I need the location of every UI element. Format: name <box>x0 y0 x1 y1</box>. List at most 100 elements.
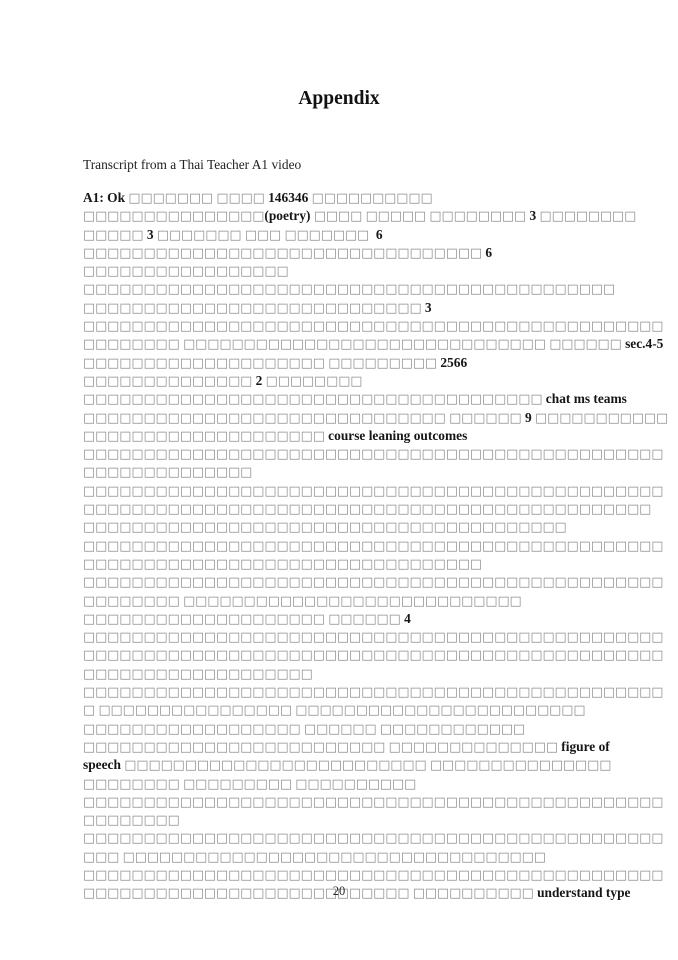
latin-text-run: 146346 <box>264 190 312 205</box>
missing-glyph-run: □□□□□□□□□□□□□□□□□□□□ <box>83 611 325 627</box>
missing-glyph-run: □□□□□□□□□□□□□□ <box>83 373 253 389</box>
page-title: Appendix <box>298 88 380 109</box>
latin-text-run: understand type <box>533 885 631 901</box>
transcript-line: □□□□□□□□□□□□□□□□□□□□□□□□□□□□□□□□□□□□□□□□… <box>83 482 663 500</box>
missing-glyph-run: □□□□□□□□□□□□□□ <box>388 739 558 755</box>
transcript-line: □□□□□□□□□□□□□□□□□□□□□□□□□□□ □□□□□□□□□□ u… <box>83 884 630 902</box>
missing-glyph-run: □□□□□□□□□□□□□□□□□□□□□□□□□□□ <box>83 886 410 902</box>
missing-glyph-run: □□□□□□□□ <box>265 373 363 389</box>
missing-glyph-run: □□□□□□□ <box>128 191 214 206</box>
transcript-line: □□□□□□□□□□□□□□□□□□□□□□□□□□□□□□□□□□□□□□□□… <box>83 317 663 335</box>
transcript-line: □□□□□□□□□□□□□□□□□□□□□□□□□□□□ 3 <box>83 299 603 317</box>
missing-glyph-run: □□□□□□□□□□□□□□□□□□□□□□□□□□□□□□□□□□□□□□□□… <box>83 630 664 646</box>
missing-glyph-run: □□□□□□□□ <box>83 337 180 353</box>
transcript-line: □□□□□□□□□□□□□□□□□□□□ course leaning outc… <box>83 427 603 445</box>
missing-glyph-run: □□□□□□□□□□□□□□□□□□□□□□□□□□□□□□□□□□□□□□□□… <box>83 319 664 335</box>
missing-glyph-run: □□□□□□□□□□□□□□□□□□□□ <box>83 428 325 444</box>
latin-text-run: A1: Ok <box>83 190 129 205</box>
transcript-line: □□□□□□□□□□□□□□□□□□□□□□□□□□□□□□□□□ 6 <box>83 244 603 262</box>
missing-glyph-run: □□□□□□□□□□ <box>295 776 417 792</box>
missing-glyph-run: □□□□□□□□□□□□□□□□□□□□□□□□□□□□□□□□□□□ <box>122 849 546 865</box>
transcript-line: □□□□□□□□□□□□□□□□□□ □□□□□□ □□□□□□□□□□□□ <box>83 720 603 738</box>
transcript-line: □□□□□□□□□□□□□□□□□□□□□□□□□□□□□□□□□□□□□□□□… <box>83 573 663 591</box>
transcript-line: □□□□□□□□□□□□□□□□□□□□□□□□□□□□□□□□□□□□□□□□… <box>83 866 663 884</box>
missing-glyph-run: □□□□□□□□ <box>539 209 637 225</box>
latin-text-run: course leaning outcomes <box>324 427 468 443</box>
transcript-line: □□□ □□□□□□□□□□□□□□□□□□□□□□□□□□□□□□□□□□□ <box>83 848 603 866</box>
missing-glyph-run: □□□ <box>83 849 120 865</box>
missing-glyph-run: □□□□□□□□□ <box>328 355 438 371</box>
latin-text-run: sec.4-5 <box>621 336 664 352</box>
missing-glyph-run: □□□□ <box>216 191 265 206</box>
latin-text-run: 3 <box>143 226 157 242</box>
page-number: 20 <box>332 884 346 898</box>
transcript-line: □□□□□□□□□□□□□□□□□□□□□□□□□□□□□□□□□□□□□□□□… <box>83 500 651 518</box>
transcript-paragraph: A1: Ok □□□□□□□ □□□□ 146346 □□□□□□□□□□ □□□… <box>83 189 668 903</box>
missing-glyph-run: □ <box>83 703 96 719</box>
missing-glyph-run: □□□□□□□□□□□ <box>535 410 669 426</box>
missing-glyph-run: □□□□□□ <box>328 611 401 627</box>
latin-text-run: 2566 <box>437 354 468 370</box>
missing-glyph-run: □□□□□□□□□□□□□□□□□□□□□□□□□□□□□□□□□□□□□□□□… <box>83 538 664 554</box>
transcript-line: □□□□□□□□□□□□□□□□□□□□□□□□□□□□□□□□□□□□□□□□… <box>83 445 663 463</box>
missing-glyph-run: □□□□□□□□□□□□□□□□□□□□□□□□□□□□□□□□□□□□□□□□… <box>83 483 664 499</box>
missing-glyph-run: □□□□□□□□□□□□□□□□□□□□□□□□□□□□□□□□□□□□□□ <box>83 392 543 408</box>
missing-glyph-run: □□□□□□□□□□□□□□□□□□□□□□□□□□□□□□ <box>183 337 546 353</box>
transcript-line: □□□□□□□□□□□□□□□□□□□□□□□□□□□□□□□□□□□□□□□□… <box>83 280 615 298</box>
missing-glyph-run: □□□□□□□□□□ <box>412 886 534 902</box>
missing-glyph-run: □□□□□□□□□□□□□□□□□□□□□□□□□□□□□□□□□□□□□□□□… <box>83 831 664 847</box>
transcript-line: □□□□□□□□□□□□□□□□□□□□ □□□□□□□□□ 2566 <box>83 354 603 372</box>
latin-text-run: speech <box>83 757 125 773</box>
transcript-line: □□□□□□□□□□□□□□□□□ <box>83 262 603 280</box>
missing-glyph-run: □□□□□□□□□□□□□□□□□□□□□□□□□□□□□□ <box>83 410 446 426</box>
missing-glyph-run: □□□□□□□□□□□□□□□□□□□□□□□□□□□□□□□□□□□□□□□□… <box>83 502 652 518</box>
transcript-line: □□□□□□□□□□□□□□□□□□□□ □□□□□□ 4 <box>83 610 603 628</box>
transcript-line: speech □□□□□□□□□□□□□□□□□□□□□□□□□ □□□□□□□… <box>83 756 611 774</box>
transcript-line: □□□□□□□□□□□□□□□□□□□□□□□□□□□□□□□□□□□□□□□□… <box>83 683 663 701</box>
missing-glyph-run: □□□□□□□□□□□□□□□ <box>83 209 265 225</box>
missing-glyph-run: □□□□□□□□□□□□□□□□□□□□□□□□□□□□ <box>183 593 522 609</box>
missing-glyph-run: □□□□□□ <box>304 721 377 737</box>
transcript-line: □□□□□□□□ □□□□□□□□□□□□□□□□□□□□□□□□□□□□□□ … <box>83 335 663 353</box>
missing-glyph-run: □□□□□□□□□□□□□□□□□□□□□□□□□□□□□□□□□□□□□□□□… <box>83 685 664 701</box>
transcript-line: □□□□□□□□ □□□□□□□□□ □□□□□□□□□□ <box>83 775 603 793</box>
missing-glyph-run: □□□□□□□□ <box>83 776 180 792</box>
missing-glyph-run: □□□□□□□□□□□□□□□□□□□□□□□□□□□□□□□□□ <box>83 556 482 572</box>
transcript-line: □□□□□□□□□□□□□□□□□□□ <box>83 665 603 683</box>
missing-glyph-run: □□□□□□□□□□□□□□□□□□□□□□□□□□□□□□□□□□□□□□□□… <box>83 648 664 664</box>
transcript-line: □□□□□□□□□□□□□□□□□□□□□□□□□ □□□□□□□□□□□□□□… <box>83 738 610 756</box>
missing-glyph-run: □□□□□□□□□□□□□□□□□□□□□□□□□□□□□□□□□□□□□□□□… <box>83 447 664 463</box>
latin-text-run: 9 <box>521 409 536 425</box>
latin-text-run: 6 <box>482 244 493 260</box>
transcript-line: A1: Ok □□□□□□□ □□□□ 146346 □□□□□□□□□□ <box>83 189 603 207</box>
latin-text-run: chat ms teams <box>542 391 627 407</box>
missing-glyph-run: □□□□□□□□□□□□□□□□□ <box>83 264 289 280</box>
missing-glyph-run: □□□□□□□□ <box>429 209 527 225</box>
transcript-line: □□□□□□□□□□□□□□□□□□□□□□□□□□□□□□□□□□□□□□□□… <box>83 646 663 664</box>
latin-text-run: 4 <box>400 610 411 626</box>
missing-glyph-run: □□□□□□□□□□□□□□□□□□□□□□□□□□□□ <box>83 300 422 316</box>
latin-text-run: 3 <box>526 208 540 224</box>
missing-glyph-run: □□□□□□□□ <box>83 593 180 609</box>
latin-text-run: 2 <box>252 372 266 388</box>
latin-text-run: (poetry) <box>264 208 314 224</box>
transcript-line: □□□□□□□□□□□□□□□(poetry) □□□□ □□□□□ □□□□□… <box>83 207 636 225</box>
transcript-line: □□□□□ 3 □□□□□□□ □□□ □□□□□□□ 6 <box>83 226 603 244</box>
missing-glyph-run: □□□□□ <box>83 227 144 243</box>
missing-glyph-run: □□□□□□□□□□□□□□□□□□□□□□□□□ <box>124 758 427 774</box>
latin-text-run: 6 <box>369 226 383 242</box>
transcript-line: □□□□□□□□□□□□□□□□□□□□□□□□□□□□□□□□□□□□□□□□… <box>83 829 663 847</box>
missing-glyph-run: □□□□□□□□□□□□□□□□□□□□ <box>83 355 325 371</box>
missing-glyph-run: □□□□□□ <box>549 337 622 353</box>
missing-glyph-run: □□□□□□□□□□□□□□□ <box>429 758 612 774</box>
transcript-line: □□□□□□□□□□□□□□□□□□□□□□□□□□□□□□□□□□□□□□□□… <box>83 793 663 811</box>
missing-glyph-run: □□□□□ <box>365 209 427 225</box>
transcript-line: □□□□□□□□□□□□□□□□□□□□□□□□□□□□□□□□□□□□□□□□… <box>83 628 663 646</box>
missing-glyph-run: □□□□□□□□□□□□□□ <box>83 465 253 481</box>
missing-glyph-run: □□□□□□□□□□□□□□□□□□□□□□□□□□□□□□□□□□□□□□□□ <box>83 520 567 536</box>
missing-glyph-run: □□□□□□□□□□□□□□□□□□ <box>83 721 301 737</box>
missing-glyph-run: □□□□□□□□□□□□□□□□□□□□□□□□ <box>295 703 586 719</box>
missing-glyph-run: □□□□□□□□□□□□□□□□□□□□□□□□□□□□□□□□□□□□□□□□… <box>83 794 664 810</box>
missing-glyph-run: □□□□□□□□□□□□□□□□□□□□□□□□□□□□□□□□□□□□□□□□… <box>83 282 615 298</box>
